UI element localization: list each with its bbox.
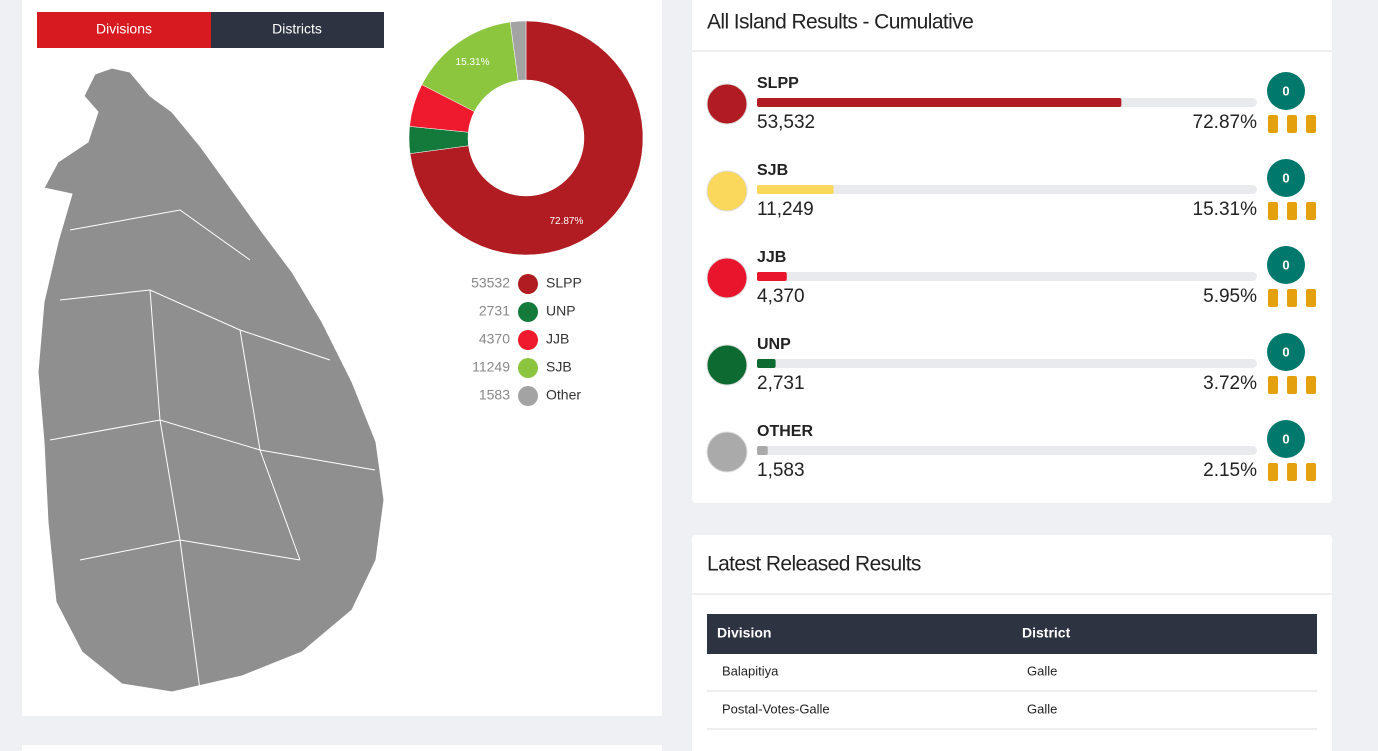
legend-label: UNP	[546, 303, 576, 319]
percent: 3.72%	[1203, 373, 1257, 394]
bar-track	[757, 272, 1257, 281]
table-header-cell: Division	[717, 625, 771, 641]
donut-slice	[409, 20, 644, 256]
percent: 5.95%	[1203, 286, 1257, 307]
chair-icon	[1306, 202, 1316, 220]
tab[interactable]	[37, 12, 211, 48]
seats: 0	[1282, 83, 1289, 98]
votes: 11,249	[757, 199, 814, 220]
bar	[757, 446, 768, 455]
table-cell: Galle	[1027, 701, 1057, 716]
bar	[757, 185, 834, 194]
seat-badge	[1267, 420, 1305, 458]
card-title: Latest Released Results	[707, 553, 921, 576]
percent: 2.15%	[1203, 460, 1257, 481]
legend-value: 53532	[471, 275, 510, 291]
chair-icon	[1268, 376, 1278, 394]
legend-swatch	[518, 302, 538, 322]
party-icon	[706, 344, 748, 386]
bar-track	[757, 359, 1257, 368]
legend-swatch	[518, 274, 538, 294]
legend-value: 1583	[479, 387, 510, 403]
legend-label: SLPP	[546, 275, 582, 291]
chair-icon	[1287, 289, 1297, 307]
chair-icon	[1306, 115, 1316, 133]
chair-icon	[1287, 376, 1297, 394]
bar-track	[757, 446, 1257, 455]
donut-slice	[509, 20, 527, 81]
seats: 0	[1282, 431, 1289, 446]
seat-badge	[1267, 333, 1305, 371]
bar	[757, 98, 1122, 107]
party-icon	[706, 431, 748, 473]
votes: 2,731	[757, 373, 805, 394]
bar-track	[757, 185, 1257, 194]
party-name: SJB	[757, 162, 788, 179]
seat-badge	[1267, 72, 1305, 110]
party-name: JJB	[757, 249, 786, 266]
legend-value: 11249	[472, 359, 510, 375]
party-name: SLPP	[757, 75, 799, 92]
table-cell: Balapitiya	[722, 663, 779, 678]
party-name: OTHER	[757, 423, 813, 440]
seats: 0	[1282, 344, 1289, 359]
party-icon	[706, 83, 748, 125]
slice-label: 15.31%	[456, 57, 490, 68]
map[interactable]	[37, 67, 385, 693]
legend-swatch	[518, 330, 538, 350]
party-icon	[706, 170, 748, 212]
chair-icon	[1268, 463, 1278, 481]
bottom-card	[22, 745, 662, 751]
chair-icon	[1287, 463, 1297, 481]
bar	[757, 359, 776, 368]
chair-icon	[1306, 463, 1316, 481]
percent: 15.31%	[1193, 199, 1258, 220]
legend-label: JJB	[546, 331, 569, 347]
votes: 53,532	[757, 112, 815, 133]
party-name: UNP	[757, 336, 791, 353]
tab[interactable]	[211, 12, 384, 48]
table-cell: Galle	[1027, 663, 1057, 678]
chair-icon	[1268, 289, 1278, 307]
votes: 4,370	[757, 286, 805, 307]
legend-label: Other	[546, 387, 581, 403]
legend-swatch	[518, 358, 538, 378]
chair-icon	[1268, 115, 1278, 133]
legend-value: 4370	[479, 331, 510, 347]
chair-icon	[1287, 115, 1297, 133]
party-icon	[706, 257, 748, 299]
seat-badge	[1267, 246, 1305, 284]
bar	[757, 272, 787, 281]
table-cell: Postal-Votes-Galle	[722, 701, 830, 716]
results-card	[692, 0, 1332, 503]
seats: 0	[1282, 170, 1289, 185]
table-header-cell: District	[1022, 625, 1071, 641]
legend-swatch	[518, 386, 538, 406]
table-header	[707, 614, 1317, 654]
legend-label: SJB	[546, 359, 572, 375]
chair-icon	[1287, 202, 1297, 220]
tab-label[interactable]: Divisions	[96, 21, 152, 37]
legend-value: 2731	[479, 303, 510, 319]
card-title: All Island Results - Cumulative	[707, 11, 973, 34]
votes: 1,583	[757, 460, 805, 481]
chair-icon	[1306, 376, 1316, 394]
chair-icon	[1268, 202, 1278, 220]
seat-badge	[1267, 159, 1305, 197]
map-borders	[49, 209, 376, 691]
chair-icon	[1306, 289, 1316, 307]
percent: 72.87%	[1193, 112, 1258, 133]
seats: 0	[1282, 257, 1289, 272]
slice-label: 72.87%	[549, 216, 583, 227]
tab-label[interactable]: Districts	[272, 21, 322, 37]
